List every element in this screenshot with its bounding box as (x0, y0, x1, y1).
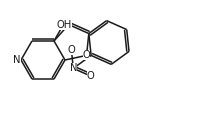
Text: N: N (69, 63, 77, 73)
Text: N: N (13, 55, 21, 65)
Text: O: O (83, 50, 90, 60)
Text: O: O (87, 71, 94, 81)
Text: O: O (68, 45, 75, 55)
Text: OH: OH (57, 20, 72, 30)
